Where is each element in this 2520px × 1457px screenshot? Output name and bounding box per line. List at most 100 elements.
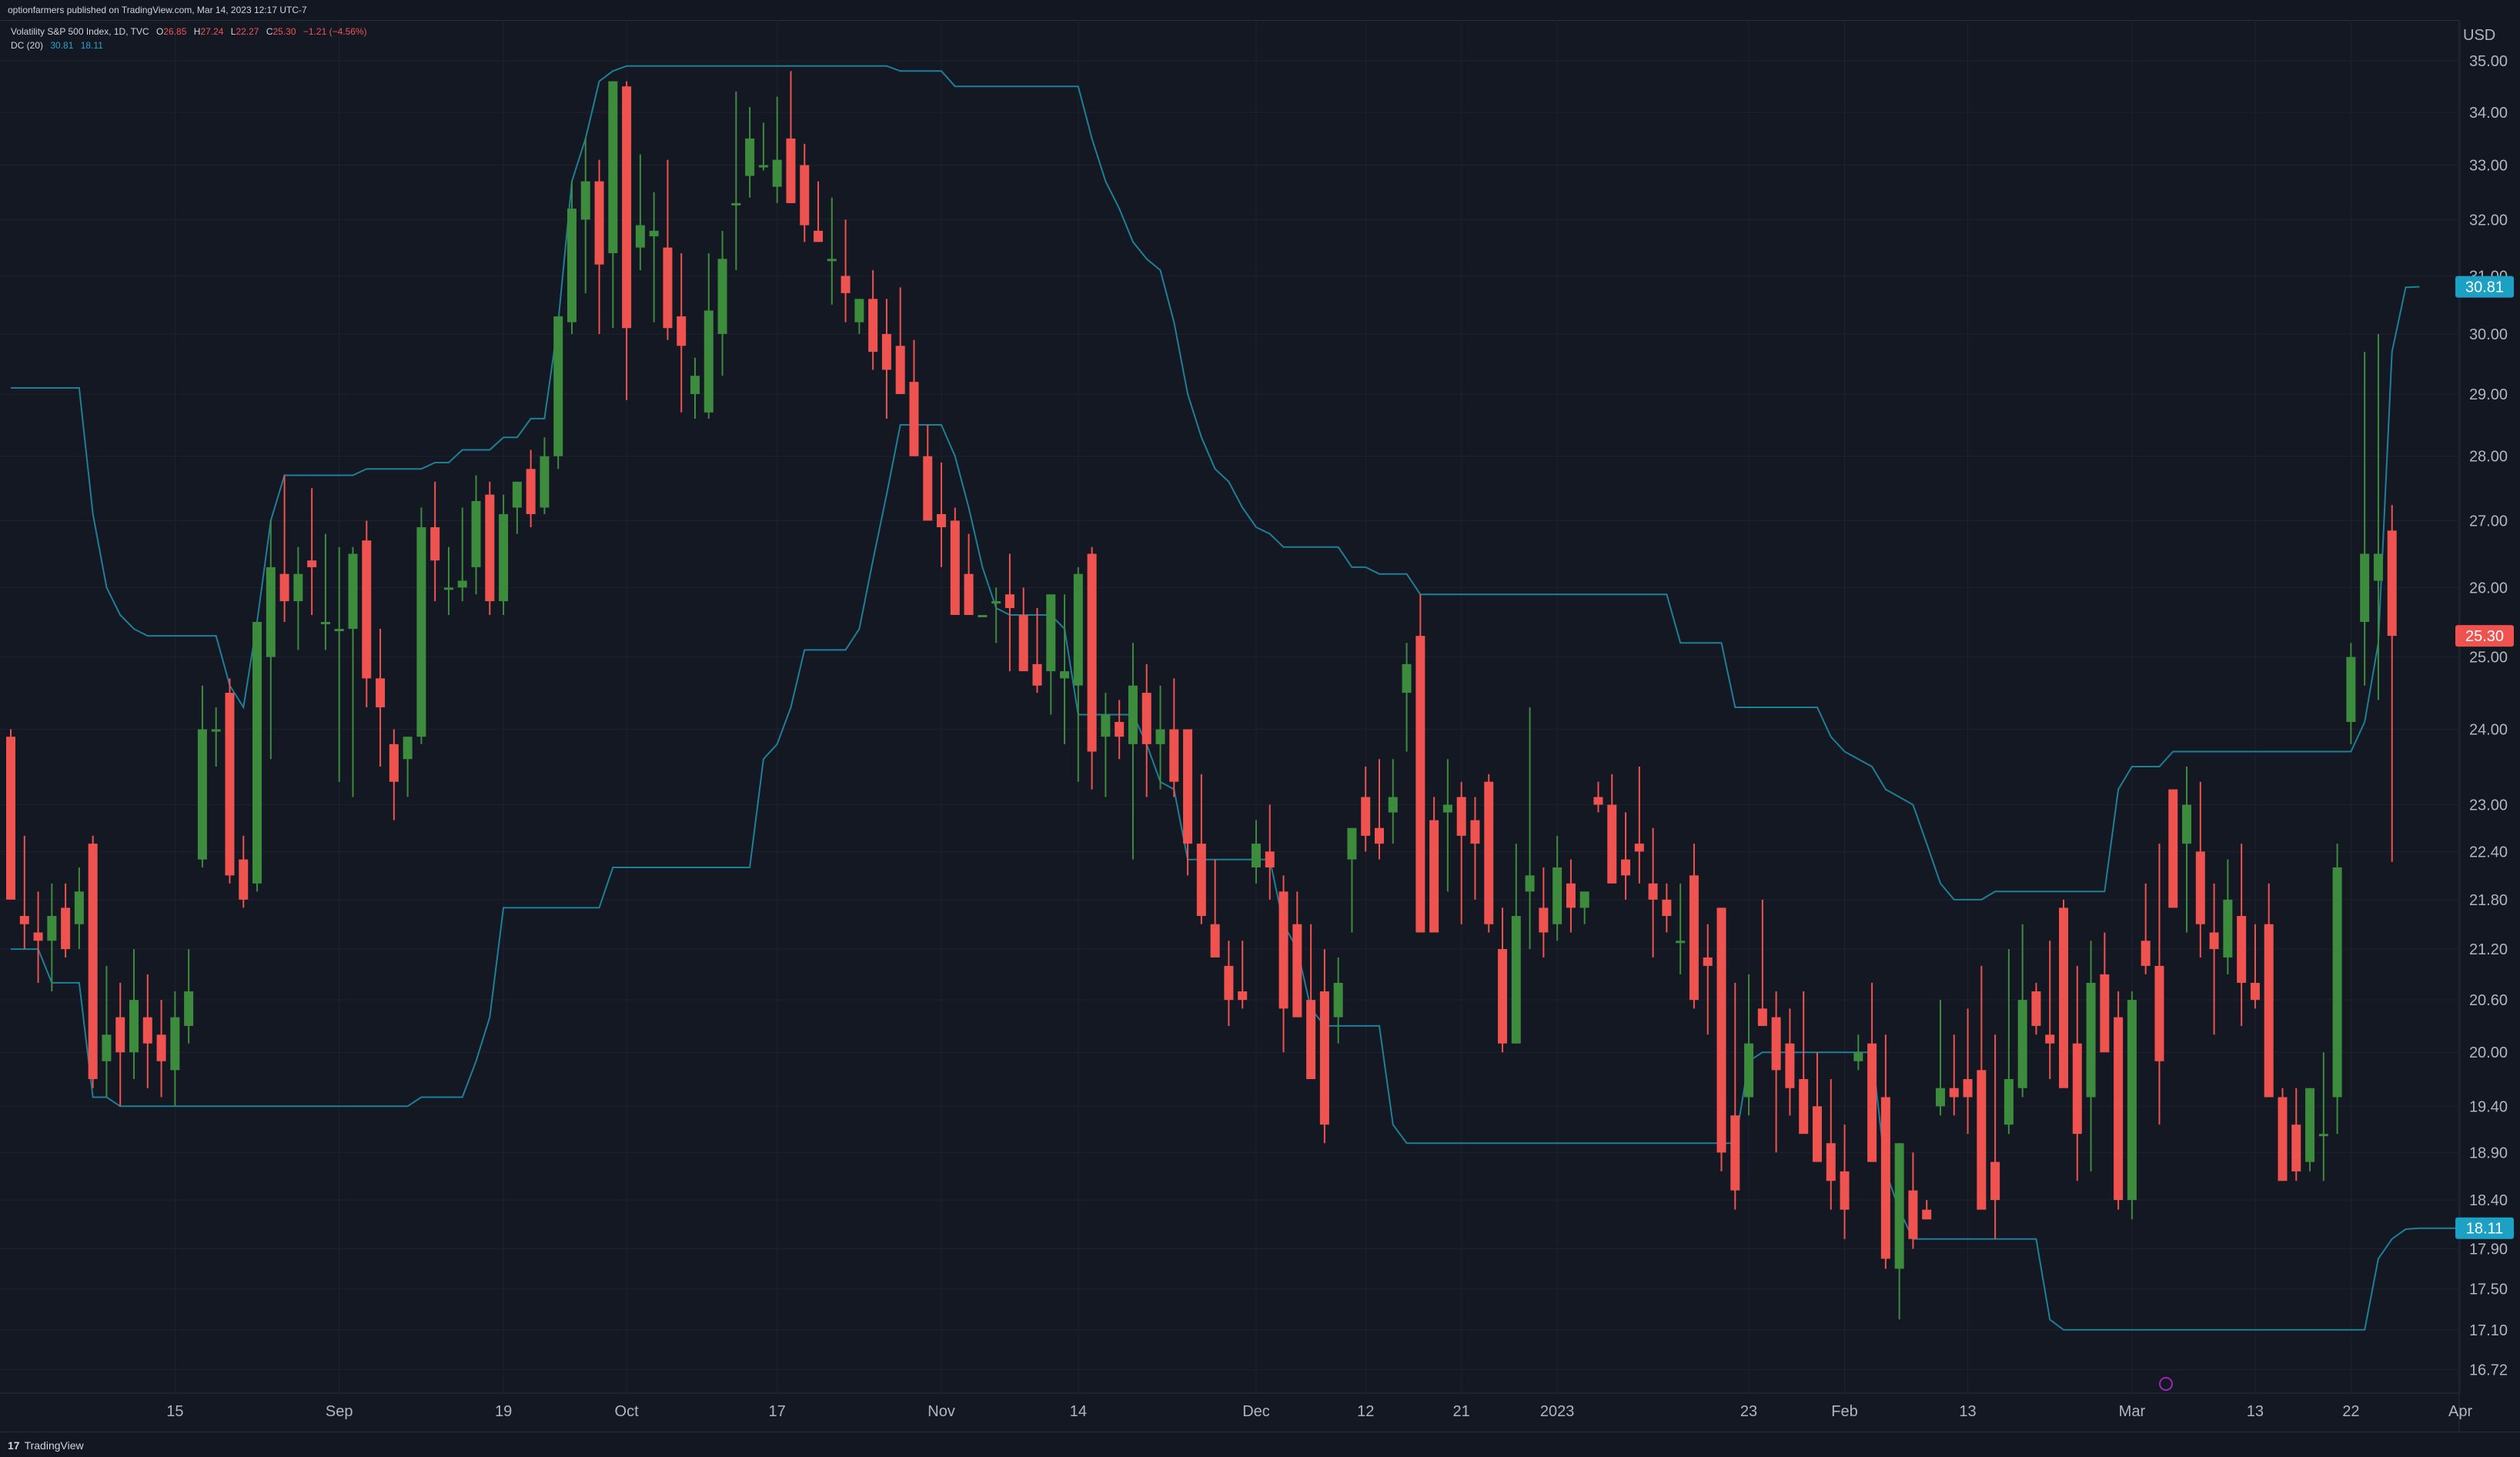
candle-body: [1840, 1171, 1850, 1210]
legend-change: −1.21 (−4.56%): [302, 26, 367, 37]
tag-dc-lower-bg: [2455, 1217, 2514, 1239]
candle-body: [580, 181, 590, 220]
time-tick-label: 2023: [1540, 1403, 1575, 1420]
candle-body: [1662, 899, 1672, 917]
tag-last-price-bg: [2455, 625, 2514, 647]
candle-body: [1415, 636, 1425, 933]
time-axis[interactable]: 15 Sep 19 Oct 17 Nov 14 Dec 12 21 2023 23 Feb 13 Mar 13…: [166, 1403, 2472, 1420]
time-tick-label: 17: [769, 1403, 786, 1420]
candle-body: [1115, 721, 1125, 737]
candle-body: [717, 259, 727, 334]
candle-body: [677, 316, 687, 346]
candle-body: [1278, 891, 1288, 1009]
price-tick-label: 23.00: [2469, 797, 2508, 814]
candle-body: [2100, 974, 2110, 1053]
time-tick-label: 13: [1959, 1403, 1976, 1420]
candle-body: [2264, 924, 2274, 1098]
candle-body: [526, 469, 536, 514]
candle-body: [704, 310, 714, 413]
tag-dc-lower: 18.11: [2466, 1221, 2504, 1238]
candle-body: [1922, 1209, 1932, 1220]
candles: [6, 71, 2397, 1320]
candle-body: [827, 259, 837, 262]
price-tick-label: 20.00: [2469, 1044, 2508, 1061]
candle-body: [2072, 1043, 2082, 1135]
candle-body: [2278, 1097, 2288, 1181]
price-tick-label: 17.10: [2469, 1322, 2508, 1339]
candle-body: [566, 209, 577, 322]
candle-body: [881, 333, 891, 370]
price-tick-label: 26.00: [2469, 580, 2508, 597]
candle-body: [2223, 899, 2233, 957]
dc-upper-line: [11, 65, 2420, 901]
candle-body: [1949, 1088, 1959, 1098]
candle-body: [1073, 573, 1083, 686]
time-tick-label: 15: [166, 1403, 183, 1420]
price-tick-label: 20.60: [2469, 992, 2508, 1009]
candle-body: [2346, 657, 2356, 722]
tag-dc-upper-bg: [2455, 276, 2514, 298]
candle-body: [909, 382, 919, 456]
candle-body: [1210, 924, 1220, 957]
candle-body: [512, 481, 522, 508]
candle-body: [443, 587, 453, 590]
candle-body: [1004, 594, 1014, 609]
legend-title: Volatility S&P 500 Index, 1D, TVC: [11, 26, 149, 37]
candle-body: [1977, 1070, 1987, 1210]
candle-body: [376, 678, 386, 707]
candle-body: [1525, 875, 1535, 892]
candle-body: [1593, 797, 1603, 805]
candle-body: [608, 81, 618, 253]
candle-body: [2332, 867, 2342, 1098]
candle-body: [1648, 883, 1658, 900]
candle-body: [2154, 965, 2164, 1061]
candle-body: [2141, 941, 2151, 966]
time-tick-label: Oct: [615, 1403, 640, 1420]
candle-body: [47, 916, 57, 941]
footer-brand[interactable]: 17 TradingView: [8, 1439, 84, 1452]
candle-body: [2373, 553, 2383, 581]
candle-body: [1442, 804, 1452, 813]
candle-body: [758, 165, 768, 168]
candle-body: [2360, 553, 2370, 623]
candle-body: [471, 501, 481, 567]
candle-body: [320, 622, 330, 625]
candle-body: [1894, 1143, 1904, 1269]
candle-body: [2195, 851, 2205, 924]
price-tick-label: 18.90: [2469, 1145, 2508, 1161]
candle-body: [1319, 991, 1329, 1125]
candle-body: [1853, 1052, 1863, 1061]
dc-lower-line: [11, 424, 2488, 1331]
candle-body: [772, 159, 782, 187]
candle-body: [430, 526, 440, 561]
candle-body: [1361, 797, 1371, 836]
time-tick-label: 13: [2247, 1403, 2264, 1420]
candle-body: [663, 247, 673, 329]
price-axis[interactable]: USD 16.72 17.10 17.50 17.90 18.40 18.90 19.40 20…: [2463, 27, 2508, 1379]
candle-body: [1251, 844, 1261, 868]
candle-body: [964, 573, 974, 616]
candle-body: [1101, 714, 1111, 737]
candle-body: [868, 299, 878, 353]
candle-body: [1087, 553, 1097, 752]
candle-body: [1730, 1115, 1740, 1191]
candle-body: [1169, 729, 1179, 782]
price-tick-label: 21.20: [2469, 941, 2508, 958]
donchian-channel: [11, 65, 2488, 1331]
candle-body: [1018, 615, 1028, 672]
candle-body: [1511, 916, 1521, 1044]
candle-body: [1963, 1078, 1973, 1098]
candle-body: [841, 276, 851, 293]
price-tick-label: 18.40: [2469, 1192, 2508, 1209]
time-tick-label: Dec: [1242, 1403, 1270, 1420]
candle-body: [307, 560, 317, 567]
price-axis-bg: [2459, 20, 2520, 1432]
candle-body: [2209, 932, 2219, 950]
candle-body: [854, 299, 864, 322]
candle-body: [362, 540, 372, 679]
candle-body: [1703, 957, 1713, 966]
candle-body: [1867, 1043, 1877, 1162]
candle-body: [895, 346, 905, 394]
price-tick-label: 17.90: [2469, 1241, 2508, 1258]
